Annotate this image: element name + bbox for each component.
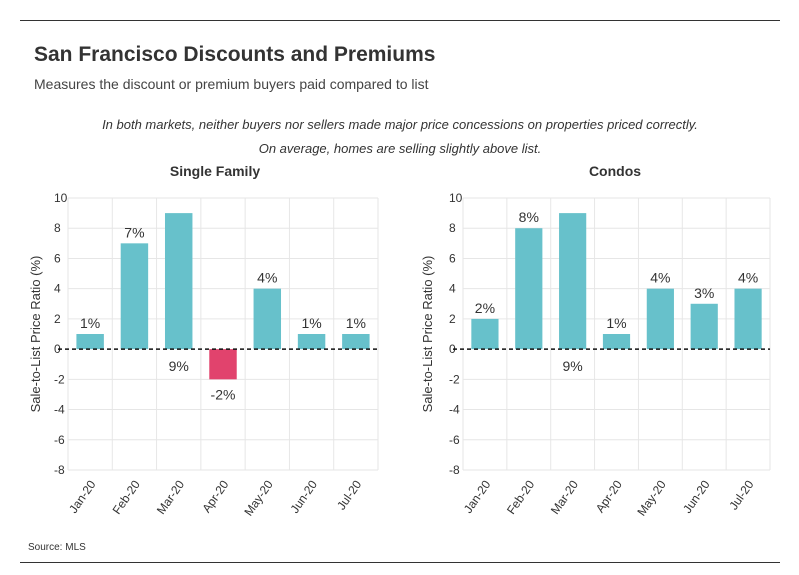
condos-x-tick-label: May-20 [634, 477, 669, 518]
condos-chart-title: Condos [589, 163, 641, 179]
condos-x-tick-label: Jul-20 [726, 477, 756, 512]
single-family-bar [253, 288, 282, 350]
condos-y-tick-label: -8 [449, 463, 460, 477]
single-family-y-tick-label: 0 [54, 342, 61, 356]
condos-x-tick-label: Mar-20 [548, 477, 581, 516]
single-family-data-label: 9% [169, 358, 189, 374]
condos-y-tick-label: -4 [449, 403, 460, 417]
single-family-x-tick-label: Jun-20 [288, 477, 321, 515]
condos-y-tick-label: -2 [449, 372, 460, 386]
condos-data-label: 2% [475, 300, 495, 316]
single-family-x-tick-label: Jan-20 [66, 477, 99, 515]
single-family-bar [120, 243, 149, 350]
single-family-bar [342, 334, 370, 350]
condos-y-tick-label: -6 [449, 433, 460, 447]
condos-y-tick-label: 0 [449, 342, 456, 356]
chart-annotation: In both markets, neither buyers nor sell… [102, 117, 698, 156]
single-family-y-tick-label: -6 [54, 433, 65, 447]
condos-x-tick-label: Jan-20 [461, 477, 494, 515]
single-family-y-tick-label: 8 [54, 221, 61, 235]
condos-y-tick-label: 6 [449, 251, 456, 265]
condos-data-label: 4% [650, 270, 670, 286]
single-family-data-label: 1% [301, 315, 321, 331]
condos-bar [602, 334, 631, 350]
condos-bar [690, 303, 718, 350]
condos-data-label: 1% [606, 315, 626, 331]
condos-data-label: 8% [519, 209, 539, 225]
single-family-bar [76, 334, 104, 350]
single-family-x-tick-label: Jul-20 [334, 477, 364, 512]
single-family-y-tick-label: 10 [54, 191, 68, 205]
single-family-y-axis-label: Sale-to-List Price Ratio (%) [28, 256, 43, 413]
single-family-y-tick-label: -8 [54, 463, 65, 477]
single-family-bar [209, 349, 237, 380]
source-note: Source: MLS [28, 542, 86, 553]
single-family-y-tick-label: 2 [54, 312, 61, 326]
condos-y-tick-label: 2 [449, 312, 456, 326]
single-family-chart-title: Single Family [170, 163, 260, 179]
condos-x-tick-label: Feb-20 [504, 477, 537, 516]
single-family-bar [297, 334, 326, 350]
bottom-rule [20, 562, 780, 563]
page-subtitle: Measures the discount or premium buyers … [34, 76, 429, 92]
single-family-y-tick-label: -2 [54, 372, 65, 386]
single-family-data-label: -2% [211, 386, 236, 402]
condos-y-tick-label: 10 [449, 191, 463, 205]
single-family-y-tick-label: 6 [54, 251, 61, 265]
single-family-data-label: 7% [124, 224, 144, 240]
condos-y-axis-label: Sale-to-List Price Ratio (%) [420, 256, 435, 413]
single-family-data-label: 1% [346, 315, 366, 331]
condos-data-label: 3% [694, 285, 714, 301]
condos-x-tick-label: Apr-20 [593, 477, 625, 515]
single-family-x-tick-label: May-20 [241, 477, 276, 518]
condos-bar [515, 228, 543, 350]
condos-bar [471, 318, 499, 350]
condos-y-tick-label: 8 [449, 221, 456, 235]
top-rule [20, 20, 780, 21]
condos-y-tick-label: 4 [449, 282, 456, 296]
single-family-x-tick-label: Apr-20 [199, 477, 231, 515]
condos-data-label: 9% [563, 358, 583, 374]
single-family-y-tick-label: -4 [54, 403, 65, 417]
condos-data-label: 4% [738, 270, 758, 286]
single-family-y-tick-label: 4 [54, 282, 61, 296]
single-family-data-label: 4% [257, 270, 277, 286]
condos-bar [646, 288, 674, 350]
single-family-bar [164, 213, 193, 350]
single-family-x-tick-label: Mar-20 [154, 477, 187, 516]
condos-bar [559, 213, 587, 350]
condos-bar [734, 288, 762, 350]
condos-x-tick-label: Jun-20 [680, 477, 713, 515]
single-family-data-label: 1% [80, 315, 100, 331]
single-family-x-tick-label: Feb-20 [110, 477, 143, 516]
page-title: San Francisco Discounts and Premiums [34, 43, 436, 66]
